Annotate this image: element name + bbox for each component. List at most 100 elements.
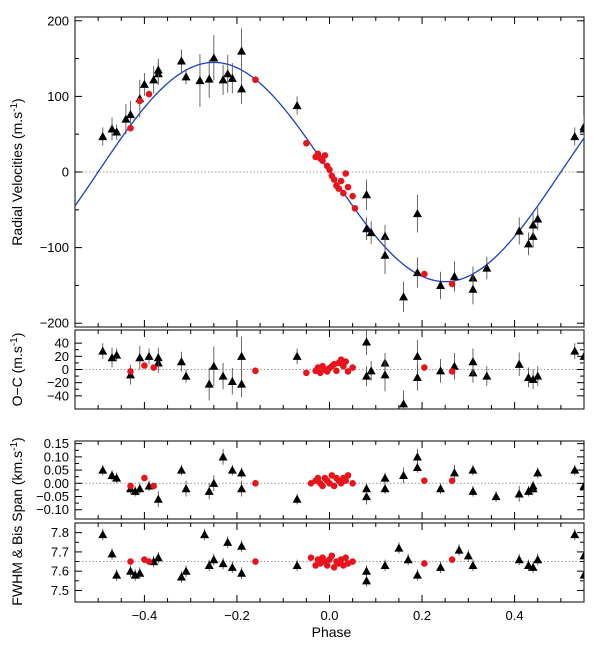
triangle-point <box>292 494 302 503</box>
triangle-point <box>533 214 543 223</box>
red-point <box>252 367 259 375</box>
y-tick-label: 0.00 <box>44 476 69 491</box>
triangle-point <box>362 337 372 346</box>
triangle-point <box>523 560 533 569</box>
triangle-point <box>223 69 233 78</box>
triangle-point <box>412 372 422 381</box>
red-point <box>333 367 340 375</box>
triangle-point <box>533 555 543 564</box>
triangle-point <box>570 131 580 141</box>
triangle-point <box>523 372 533 381</box>
triangle-point <box>237 568 247 577</box>
triangle-point <box>135 484 145 493</box>
triangle-point <box>107 124 117 133</box>
triangle-point <box>204 486 214 495</box>
triangle-point <box>153 494 163 503</box>
red-point <box>340 189 347 197</box>
triangle-point <box>112 473 122 482</box>
y-tick-label: −20 <box>47 375 69 390</box>
triangle-point <box>412 351 422 360</box>
y-tick-label: −100 <box>40 240 69 255</box>
triangle-point <box>514 226 524 235</box>
triangle-point <box>218 558 228 568</box>
triangle-point <box>98 131 108 141</box>
red-point <box>141 474 148 482</box>
triangle-point <box>107 470 117 479</box>
red-point <box>316 369 324 377</box>
red-point <box>145 90 153 98</box>
triangle-point <box>436 366 446 375</box>
red-point <box>136 97 144 105</box>
triangle-point <box>412 268 422 277</box>
triangle-point <box>380 473 390 482</box>
red-point <box>319 482 326 490</box>
triangle-point <box>403 555 413 564</box>
triangle-point <box>528 562 538 571</box>
red-point <box>127 558 134 565</box>
red-point <box>303 369 310 377</box>
red-point <box>448 368 456 375</box>
triangle-point <box>362 484 372 493</box>
triangle-point <box>227 465 237 474</box>
triangle-point <box>144 351 154 360</box>
red-point <box>342 358 349 365</box>
red-point <box>252 76 259 84</box>
triangle-point <box>237 468 247 477</box>
triangle-point <box>107 549 117 558</box>
triangle-point <box>98 465 108 474</box>
y-axis-label: FWHM & Bis Span (km.s-1) <box>9 437 25 605</box>
triangle-point <box>126 110 136 119</box>
triangle-point <box>98 346 108 355</box>
triangle-point <box>218 371 228 380</box>
triangle-point <box>153 553 163 562</box>
red-point <box>421 560 428 567</box>
triangle-point <box>399 292 409 301</box>
triangle-point <box>112 350 122 359</box>
red-point <box>344 472 352 479</box>
panel-fwhm: 7.5 7.6 7.7 7.8 −0.4 −0.2 0.0 0.2 0.4 Phase <box>51 522 585 640</box>
red-point <box>351 204 359 212</box>
triangle-point <box>468 486 478 495</box>
triangle-point <box>126 566 136 575</box>
triangle-point <box>139 79 149 88</box>
triangle-point <box>482 263 492 272</box>
y-tick-label: 0.05 <box>44 463 69 478</box>
y-tick-label: 0 <box>62 362 69 377</box>
red-point <box>127 124 134 132</box>
triangle-point <box>468 560 478 569</box>
red-point <box>321 152 329 159</box>
triangle-point <box>523 486 533 495</box>
triangle-point <box>176 357 186 366</box>
red-point <box>141 362 148 369</box>
red-point <box>145 558 153 565</box>
red-point <box>421 477 428 484</box>
triangle-point <box>579 124 584 133</box>
triangle-point <box>195 76 205 85</box>
triangle-point <box>181 566 191 575</box>
red-point <box>252 558 259 565</box>
triangle-point <box>468 357 478 366</box>
triangle-point <box>362 566 372 575</box>
panel-bisector-span: −0.10−0.050.000.050.100.15 FWHM & Bis Spa… <box>9 436 585 606</box>
red-point <box>328 552 336 560</box>
triangle-point <box>491 492 501 501</box>
red-point <box>421 270 428 278</box>
triangle-point <box>380 370 390 379</box>
triangle-point <box>223 537 233 546</box>
triangle-point <box>176 572 186 581</box>
triangle-point <box>200 530 210 539</box>
triangle-point <box>579 481 584 490</box>
triangle-point <box>449 468 459 477</box>
data-layer <box>98 528 584 587</box>
red-point <box>344 368 352 375</box>
red-point <box>330 176 338 183</box>
triangle-point <box>533 468 543 477</box>
x-tick-label: −0.4 <box>132 608 158 623</box>
y-tick-label: 7.5 <box>51 583 69 598</box>
panel-radial-velocity: −200 −100 0 100 200 Radial Velocities (m.s-1) <box>9 13 585 331</box>
triangle-point <box>468 284 478 293</box>
red-point <box>150 364 157 371</box>
triangle-point <box>362 190 372 199</box>
triangle-point <box>528 481 538 490</box>
